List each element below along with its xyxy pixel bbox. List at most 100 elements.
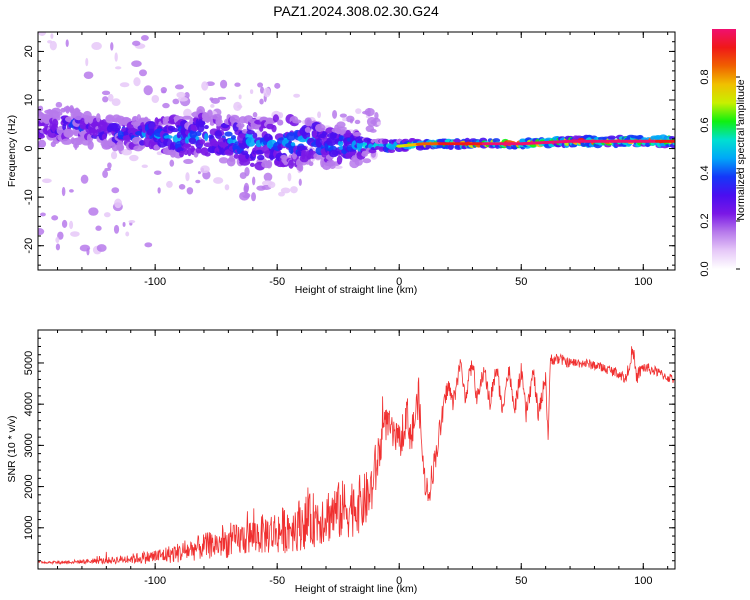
spectrogram-cell [607,135,617,140]
spectrogram-speckle [96,244,107,252]
spectrogram-speckle [119,82,130,88]
spectrogram-speckle [376,121,382,126]
spectrogram-speckle [374,111,379,120]
bottom-x-axis-label: Height of straight line (km) [295,583,418,595]
spectrogram-speckle [200,165,210,174]
spectrogram-core [672,139,675,143]
spectrogram-cell [116,140,124,151]
spectrogram-speckle [79,244,91,252]
spectrogram-speckle [172,98,180,105]
spectrogram-speckle [259,98,264,105]
spectrogram-cell [292,119,302,124]
spectrogram-speckle [177,96,188,102]
spectrogram-cell [204,124,209,130]
spectrogram-speckle [114,198,123,209]
spectrogram-speckle [263,87,271,98]
spectrogram-speckle [38,32,47,36]
spectrogram-speckle [169,159,175,167]
spectrogram-speckle [274,82,281,89]
top-y-axis-label: Frequency (Hz) [6,115,18,187]
spectrogram-speckle [298,178,302,186]
spectrogram-cell [249,162,255,168]
spectrogram-speckle [355,108,362,114]
y-tick-label: 0 [23,146,35,152]
spectrogram-speckle [95,225,102,231]
spectrogram-speckle [183,158,194,165]
spectrogram-cell [73,111,85,121]
x-tick-label: 50 [515,575,527,587]
spectrogram-cell [62,123,67,131]
spectrogram-cell [277,119,284,126]
colorbar-gradient [712,29,736,269]
spectrogram-speckle [339,113,347,118]
x-tick-label: 0 [396,575,402,587]
x-tick-label: -50 [269,276,285,288]
spectrogram-cell [425,144,431,150]
spectrogram-speckle [113,224,120,234]
spectrogram-speckle [107,93,114,102]
chart-title: PAZ1.2024.308.02.30.G24 [273,3,439,19]
bottom-x-axis: -100 -50 0 50 100 [57,330,669,587]
spectrogram-cell [55,114,61,121]
spectrogram-speckle [111,98,121,107]
spectrogram-cell [381,138,389,144]
spectrogram-cell [96,113,101,123]
spectrogram-speckle [161,90,167,94]
x-tick-label: 100 [634,276,652,288]
y-tick-label: 10 [23,94,35,106]
spectrogram-speckle [210,104,215,108]
spectrogram-speckle [213,177,224,184]
spectrogram-speckle [183,108,192,118]
spectrogram-speckle [128,219,136,224]
spectrogram-speckle [234,82,241,87]
spectrogram-speckle [252,112,258,118]
spectrogram-speckle [157,187,161,194]
spectrogram-speckle [132,40,141,46]
spectrogram-speckle [143,85,153,96]
spectrogram-cell [387,148,396,154]
spectrogram-speckle [178,184,186,190]
spectrogram-speckle [186,187,194,195]
spectrogram-speckle [362,158,372,164]
spectrogram-speckle [141,164,148,169]
spectrogram-speckle [51,215,59,221]
spectrogram-cell [61,138,73,145]
spectrogram-speckle [38,228,45,236]
spectrogram-speckle [290,186,298,194]
spectrogram-cell [321,131,328,136]
colorbar-tick-label: 0.2 [699,213,711,228]
spectrogram-speckle [151,94,160,104]
snr-series-line [38,346,675,565]
spectrogram-cell [246,130,255,135]
spectrogram-speckle [293,93,301,98]
bottom-y-axis-label: SNR (10 * v/v) [6,415,18,482]
y-tick-label: 20 [23,45,35,57]
spectrogram-speckle [107,162,112,169]
spectrogram-speckle [334,165,343,169]
spectrogram-cell [214,130,223,139]
spectrogram-speckle [69,189,74,193]
spectrogram-cell [183,148,189,156]
spectrogram-speckle [85,57,89,67]
spectrogram-cell [204,152,211,157]
spectrogram-cell [252,132,258,139]
spectrogram-speckle [57,231,64,240]
spectrogram-cell [189,129,198,139]
spectrogram-cell [256,154,265,161]
spectrogram-speckle [49,40,57,51]
spectrogram-speckle [332,109,338,119]
spectrogram-cell [326,159,336,167]
spectrogram-cell [272,114,279,123]
spectrogram-cell [265,159,273,169]
spectrogram-cell [38,133,46,140]
spectrogram-speckle [106,25,114,32]
spectrogram-speckle [317,111,322,119]
spectrogram-cell [336,155,343,165]
x-tick-label: 0 [396,276,402,288]
top-y-axis: -20 -10 0 10 20 [23,31,675,266]
spectrogram-speckle [103,212,111,218]
spectrogram-cell [185,136,190,145]
spectrogram-speckle [44,32,50,33]
